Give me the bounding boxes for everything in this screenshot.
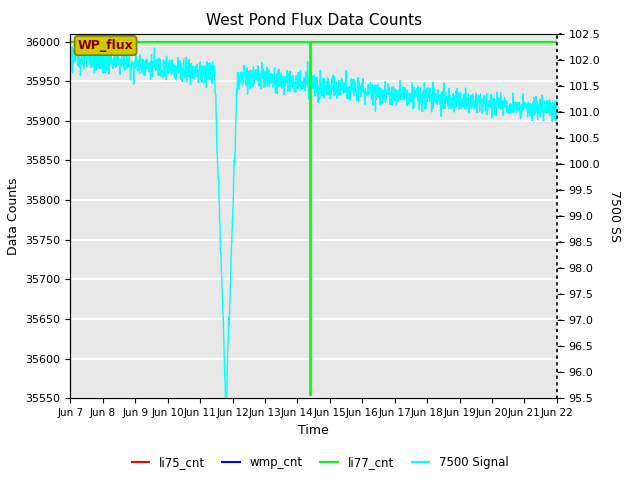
Text: WP_flux: WP_flux: [77, 39, 134, 52]
Legend: li75_cnt, wmp_cnt, li77_cnt, 7500 Signal: li75_cnt, wmp_cnt, li77_cnt, 7500 Signal: [127, 452, 513, 474]
X-axis label: Time: Time: [298, 424, 329, 437]
Y-axis label: Data Counts: Data Counts: [7, 177, 20, 255]
Title: West Pond Flux Data Counts: West Pond Flux Data Counts: [205, 13, 422, 28]
Y-axis label: 7500 SS: 7500 SS: [608, 190, 621, 242]
